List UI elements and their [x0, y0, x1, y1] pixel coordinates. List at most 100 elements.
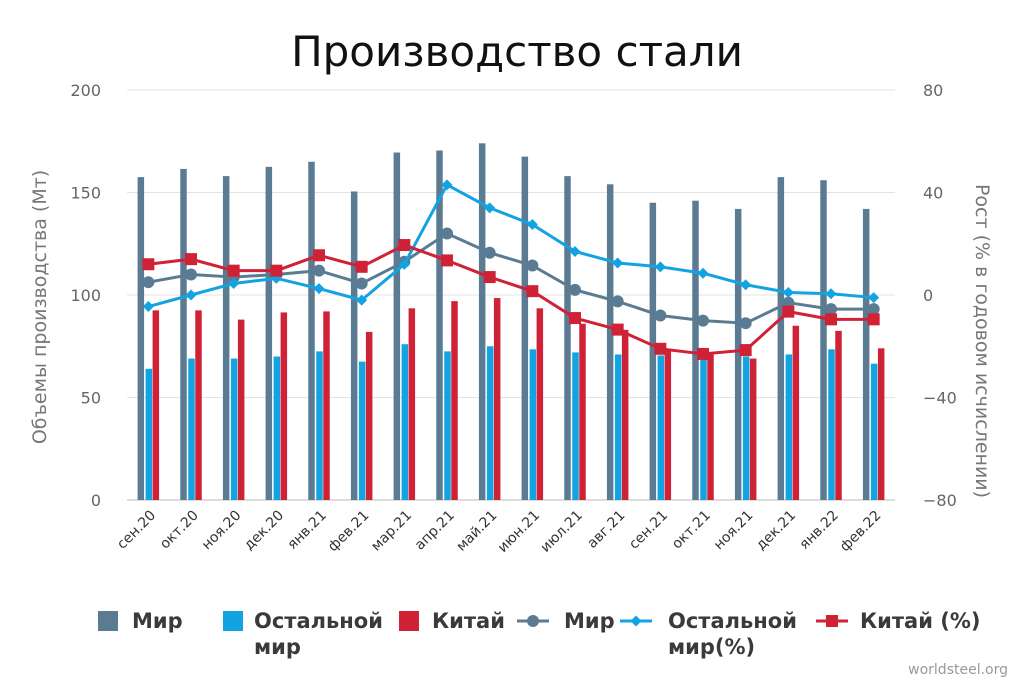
bar	[230, 358, 238, 500]
point	[569, 312, 581, 325]
series-line	[148, 243, 874, 356]
bar	[365, 331, 373, 500]
x-tick-label: май.21	[453, 508, 500, 555]
series-line	[148, 232, 874, 325]
point	[654, 342, 667, 355]
bar	[529, 349, 537, 500]
point	[441, 227, 453, 240]
bar	[621, 329, 629, 500]
bar	[606, 184, 614, 501]
y-left-tick-label: 0	[91, 491, 101, 510]
point	[739, 317, 752, 330]
y-right-tick-label: 0	[923, 286, 933, 305]
line-series	[142, 179, 880, 360]
bar	[195, 310, 202, 500]
y-left-tick-label: 50	[81, 389, 101, 408]
bar-series	[137, 143, 885, 501]
point	[313, 249, 325, 262]
bar	[536, 308, 544, 500]
y-axis-right-ticks: −80 −40 0 40 80	[923, 81, 957, 510]
x-tick-label: янв.21	[285, 508, 330, 553]
bar	[835, 330, 842, 500]
bar	[478, 143, 486, 501]
point	[356, 294, 368, 306]
bar	[444, 351, 451, 500]
bar	[572, 352, 579, 500]
point	[739, 344, 752, 357]
bar	[828, 349, 835, 500]
point	[868, 292, 880, 304]
point	[142, 301, 154, 313]
point	[398, 239, 411, 252]
y-right-tick-label: 80	[923, 81, 943, 100]
bar	[820, 180, 827, 500]
x-tick-label: дек.20	[241, 508, 287, 554]
point	[313, 264, 325, 277]
bar	[742, 356, 750, 500]
point	[697, 347, 709, 360]
legend-label: мир(%)	[668, 635, 755, 659]
legend-marker	[630, 615, 642, 627]
bar	[451, 301, 458, 500]
bar	[316, 351, 323, 500]
point	[867, 313, 880, 326]
point	[782, 286, 794, 298]
point	[484, 202, 496, 214]
bar	[664, 350, 672, 500]
point	[227, 264, 240, 277]
x-tick-label: апр.21	[412, 508, 458, 554]
legend-marker	[826, 615, 838, 627]
bar	[237, 319, 245, 500]
bar	[401, 344, 409, 500]
legend-label: Мир	[132, 609, 183, 633]
legend-label: Мир	[564, 609, 615, 633]
point	[654, 309, 667, 322]
point	[526, 285, 539, 298]
point	[142, 258, 155, 271]
grid-lines	[127, 89, 895, 501]
y-axis-right-label: Рост (% в годовом исчислении)	[971, 184, 993, 498]
point	[185, 268, 197, 281]
x-tick-label: ноя.21	[711, 508, 757, 554]
y-left-tick-label: 150	[70, 184, 101, 203]
x-tick-label: янв.22	[797, 508, 842, 553]
legend-swatch	[399, 611, 419, 631]
point	[782, 305, 795, 318]
point	[270, 264, 283, 277]
legend-label: Остальной	[668, 609, 797, 633]
point	[825, 288, 837, 300]
bar	[323, 311, 330, 500]
bar	[350, 191, 358, 500]
point	[483, 246, 496, 259]
bar	[393, 152, 401, 500]
x-tick-label: сен.20	[114, 508, 159, 553]
bar	[707, 353, 714, 500]
bar	[862, 208, 870, 500]
bar	[188, 358, 195, 500]
bar	[408, 308, 416, 500]
bar	[700, 357, 707, 500]
x-tick-label: ноя.20	[199, 508, 245, 554]
bar	[614, 354, 622, 500]
bar	[749, 358, 757, 500]
point	[569, 245, 581, 257]
bar	[734, 208, 742, 500]
legend-label: мир	[254, 635, 301, 659]
point	[867, 303, 880, 316]
y-right-tick-label: −80	[923, 491, 957, 510]
point	[185, 253, 197, 266]
point	[526, 219, 538, 231]
bar	[657, 355, 665, 500]
bar	[180, 168, 187, 501]
point	[142, 276, 155, 289]
bar	[486, 346, 494, 500]
x-tick-label: мар.21	[368, 508, 415, 555]
x-tick-label: июл.21	[538, 508, 586, 556]
y-left-tick-label: 200	[70, 81, 101, 100]
point	[654, 261, 666, 273]
legend-label: Китай (%)	[860, 609, 980, 633]
point	[825, 313, 837, 326]
x-tick-label: окт.21	[669, 508, 714, 553]
